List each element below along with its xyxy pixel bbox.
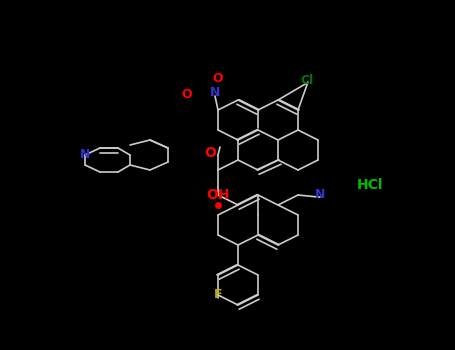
Text: F: F <box>214 288 222 301</box>
Text: HCl: HCl <box>357 178 383 192</box>
Text: N: N <box>315 189 325 202</box>
Text: O: O <box>182 89 192 101</box>
Text: N: N <box>80 148 90 161</box>
Text: OH: OH <box>206 188 230 202</box>
Text: O: O <box>212 71 223 84</box>
Text: N: N <box>210 86 220 99</box>
Text: O: O <box>204 146 216 160</box>
Text: Cl: Cl <box>300 74 313 86</box>
